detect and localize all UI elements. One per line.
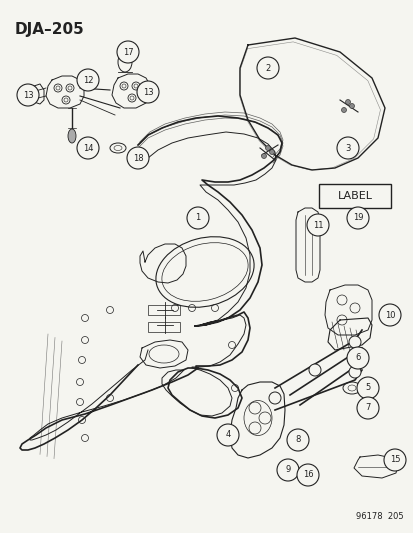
- Text: 7: 7: [364, 403, 370, 413]
- Text: 2: 2: [265, 63, 270, 72]
- Circle shape: [378, 304, 400, 326]
- Circle shape: [356, 397, 378, 419]
- Circle shape: [269, 149, 274, 155]
- Text: 16: 16: [302, 471, 313, 480]
- Text: 96178  205: 96178 205: [356, 512, 403, 521]
- Text: 6: 6: [354, 353, 360, 362]
- Circle shape: [265, 146, 270, 150]
- Circle shape: [348, 366, 360, 378]
- Circle shape: [349, 103, 354, 109]
- Text: 19: 19: [352, 214, 362, 222]
- Circle shape: [286, 429, 308, 451]
- Text: 10: 10: [384, 311, 394, 319]
- Circle shape: [306, 214, 328, 236]
- Text: 15: 15: [389, 456, 399, 464]
- Circle shape: [308, 364, 320, 376]
- Text: 5: 5: [365, 384, 370, 392]
- Text: LABEL: LABEL: [337, 191, 372, 201]
- Text: 1: 1: [195, 214, 200, 222]
- Text: 4: 4: [225, 431, 230, 440]
- Circle shape: [276, 459, 298, 481]
- Text: 18: 18: [133, 154, 143, 163]
- Circle shape: [127, 147, 149, 169]
- Text: 12: 12: [83, 76, 93, 85]
- Circle shape: [336, 137, 358, 159]
- Circle shape: [261, 154, 266, 158]
- Circle shape: [341, 108, 346, 112]
- Circle shape: [268, 392, 280, 404]
- Circle shape: [77, 137, 99, 159]
- Circle shape: [17, 84, 39, 106]
- Circle shape: [216, 424, 238, 446]
- Text: 11: 11: [312, 221, 323, 230]
- Circle shape: [296, 464, 318, 486]
- Text: 8: 8: [294, 435, 300, 445]
- Circle shape: [256, 57, 278, 79]
- Text: 13: 13: [23, 91, 33, 100]
- Circle shape: [383, 449, 405, 471]
- Text: 9: 9: [285, 465, 290, 474]
- Circle shape: [345, 100, 350, 104]
- Circle shape: [137, 81, 159, 103]
- Text: 17: 17: [122, 47, 133, 56]
- Circle shape: [77, 69, 99, 91]
- Circle shape: [187, 207, 209, 229]
- Text: 14: 14: [83, 143, 93, 152]
- Circle shape: [348, 336, 360, 348]
- Circle shape: [356, 377, 378, 399]
- Circle shape: [117, 41, 139, 63]
- Text: DJA–205: DJA–205: [15, 22, 85, 37]
- Text: 3: 3: [344, 143, 350, 152]
- Text: 13: 13: [142, 87, 153, 96]
- FancyBboxPatch shape: [318, 184, 390, 208]
- Ellipse shape: [68, 129, 76, 143]
- Circle shape: [346, 207, 368, 229]
- Circle shape: [346, 347, 368, 369]
